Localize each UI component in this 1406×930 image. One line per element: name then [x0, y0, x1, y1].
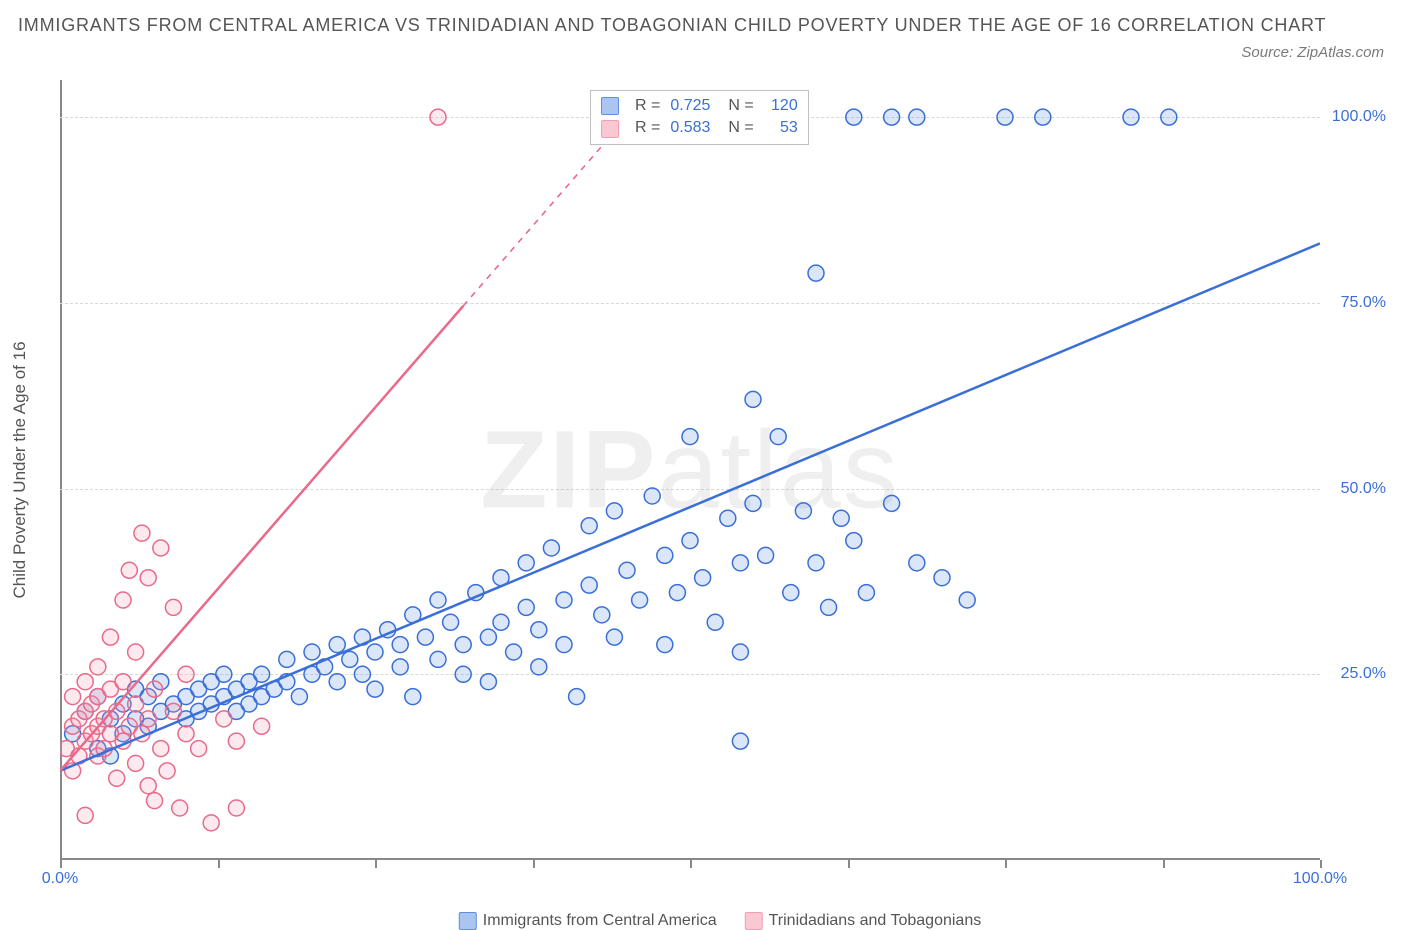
- x-tick: [533, 860, 535, 868]
- stats-r-label: R =: [635, 95, 660, 117]
- legend-item: Trinidadians and Tobagonians: [745, 912, 982, 930]
- source-prefix: Source:: [1241, 44, 1297, 61]
- y-tick-label: 75.0%: [1326, 294, 1386, 312]
- y-tick-label: 50.0%: [1326, 480, 1386, 498]
- legend-label: Trinidadians and Tobagonians: [769, 912, 982, 930]
- trend-line-dashed: [463, 117, 627, 306]
- stats-r-value: 0.583: [670, 117, 710, 139]
- plot-container: ZIPatlas Child Poverty Under the Age of …: [60, 80, 1380, 900]
- x-tick: [1163, 860, 1165, 868]
- stats-row: R = 0.583 N = 53: [601, 117, 798, 139]
- trend-line: [60, 306, 463, 771]
- x-tick: [60, 860, 62, 868]
- source-name: ZipAtlas.com: [1297, 44, 1384, 61]
- x-tick-label: 100.0%: [1293, 870, 1347, 888]
- stats-n-value: 53: [764, 117, 798, 139]
- legend-item: Immigrants from Central America: [459, 912, 717, 930]
- stats-r-label: R =: [635, 117, 660, 139]
- stats-r-value: 0.725: [670, 95, 710, 117]
- stats-n-label: N =: [728, 117, 753, 139]
- x-tick: [690, 860, 692, 868]
- x-tick: [848, 860, 850, 868]
- trend-lines-layer: [60, 80, 1320, 860]
- stats-n-value: 120: [764, 95, 798, 117]
- stats-row: R = 0.725 N = 120: [601, 95, 798, 117]
- stats-box: R = 0.725 N = 120 R = 0.583 N = 53: [590, 90, 809, 145]
- source-label: Source: ZipAtlas.com: [1241, 44, 1384, 61]
- y-axis-title: Child Poverty Under the Age of 16: [10, 341, 30, 598]
- trend-line: [60, 243, 1320, 770]
- y-tick-label: 100.0%: [1326, 108, 1386, 126]
- chart-title: IMMIGRANTS FROM CENTRAL AMERICA VS TRINI…: [18, 12, 1388, 38]
- legend-bottom: Immigrants from Central America Trinidadi…: [459, 912, 981, 930]
- plot-area: ZIPatlas Child Poverty Under the Age of …: [60, 80, 1320, 860]
- legend-swatch: [459, 912, 477, 930]
- x-tick: [218, 860, 220, 868]
- stats-swatch: [601, 120, 619, 138]
- x-tick: [1320, 860, 1322, 868]
- y-tick-label: 25.0%: [1326, 665, 1386, 683]
- stats-swatch: [601, 97, 619, 115]
- legend-swatch: [745, 912, 763, 930]
- x-tick: [1005, 860, 1007, 868]
- x-tick-label: 0.0%: [42, 870, 78, 888]
- legend-label: Immigrants from Central America: [483, 912, 717, 930]
- stats-n-label: N =: [728, 95, 753, 117]
- x-tick: [375, 860, 377, 868]
